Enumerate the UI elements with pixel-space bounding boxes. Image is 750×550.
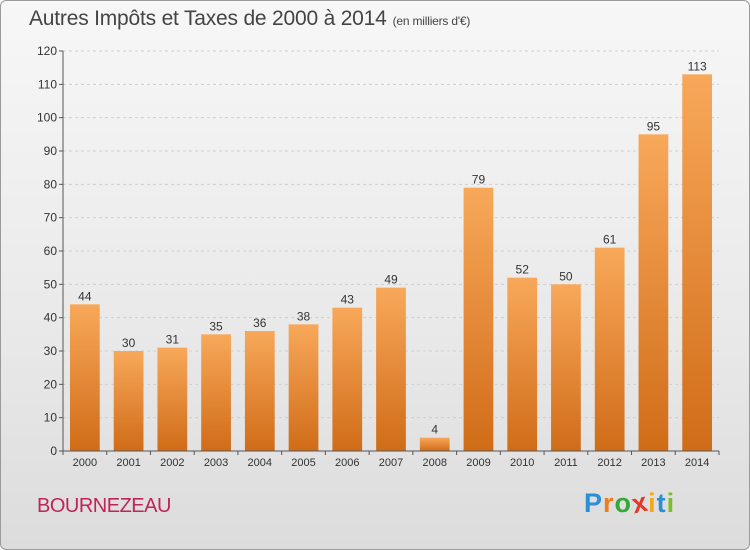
- bar: [419, 437, 450, 451]
- x-tick-label: 2002: [160, 457, 184, 469]
- bar-value-label: 61: [603, 233, 617, 247]
- bar: [638, 134, 669, 452]
- bar-value-label: 36: [253, 316, 267, 330]
- labels: 0 10 20 30 40 50 60 70 80 90 100 110 120 44 2000 30 2001…: [37, 44, 709, 469]
- x-tick-label: 2006: [335, 457, 359, 469]
- y-tick-label: 40: [44, 311, 58, 325]
- bar: [113, 351, 144, 451]
- chart-title: Autres Impôts et Taxes de 2000 à 2014 (en…: [29, 7, 470, 31]
- bar-value-label: 38: [297, 309, 311, 323]
- bar-value-label: 35: [209, 319, 223, 333]
- logo-letter: i: [666, 488, 676, 518]
- x-tick-label: 2004: [248, 457, 272, 469]
- bar: [157, 347, 188, 451]
- bar-value-label: 95: [647, 119, 661, 133]
- x-tick-label: 2000: [73, 457, 97, 469]
- y-tick-label: 0: [50, 444, 57, 458]
- x-tick-label: 2009: [466, 457, 490, 469]
- y-tick-label: 10: [44, 411, 58, 425]
- bar-value-label: 49: [384, 273, 398, 287]
- x-tick-label: 2003: [204, 457, 228, 469]
- bars: [69, 74, 713, 452]
- y-tick-label: 80: [44, 177, 58, 191]
- y-tick-label: 60: [44, 244, 58, 258]
- town-name: BOURNEZEAU: [37, 495, 171, 517]
- bar-value-label: 4: [431, 423, 438, 437]
- logo-letter: P: [584, 488, 604, 518]
- proxiti-logo: Proxiti: [584, 487, 676, 520]
- x-tick-label: 2013: [641, 457, 665, 469]
- x-tick-label: 2010: [510, 457, 534, 469]
- x-tick-label: 2007: [379, 457, 403, 469]
- bar-value-label: 31: [166, 333, 180, 347]
- bar-value-label: 79: [472, 173, 486, 187]
- bar: [594, 247, 625, 451]
- x-tick-label: 2001: [116, 457, 140, 469]
- y-tick-label: 50: [44, 277, 58, 291]
- y-tick-label: 100: [37, 111, 57, 125]
- bar: [551, 284, 581, 451]
- x-tick-label: 2011: [554, 457, 578, 469]
- axes: [59, 50, 720, 455]
- chart-title-unit: (en milliers d'€): [392, 14, 471, 28]
- bar: [507, 277, 538, 451]
- bar-value-label: 50: [559, 269, 573, 283]
- x-tick-label: 2008: [422, 457, 446, 469]
- y-tick-label: 90: [44, 144, 58, 158]
- logo-letter: i: [648, 488, 657, 518]
- x-tick-label: 2012: [597, 457, 621, 469]
- y-tick-label: 20: [44, 377, 58, 391]
- y-tick-label: 120: [37, 44, 57, 58]
- bar: [201, 334, 231, 451]
- bar: [463, 187, 494, 451]
- bar: [288, 324, 319, 451]
- y-tick-label: 110: [38, 77, 57, 91]
- bar-value-label: 113: [688, 59, 707, 73]
- chart-title-text: Autres Impôts et Taxes de 2000 à 2014: [29, 7, 387, 30]
- bar: [244, 331, 275, 451]
- logo-letter: o: [614, 488, 633, 518]
- y-tick-label: 30: [44, 344, 58, 358]
- bar-value-label: 30: [122, 336, 136, 350]
- logo-letter: t: [656, 488, 667, 518]
- bar-value-label: 52: [516, 263, 530, 277]
- bar-value-label: 44: [78, 289, 92, 303]
- logo-letter: r: [603, 488, 615, 518]
- bar: [332, 307, 363, 451]
- bar: [69, 304, 100, 451]
- bar: [376, 287, 406, 451]
- y-tick-label: 70: [44, 211, 58, 225]
- bar-value-label: 43: [341, 293, 355, 307]
- x-tick-label: 2005: [291, 457, 315, 469]
- bar: [682, 74, 713, 451]
- x-tick-label: 2014: [685, 457, 709, 469]
